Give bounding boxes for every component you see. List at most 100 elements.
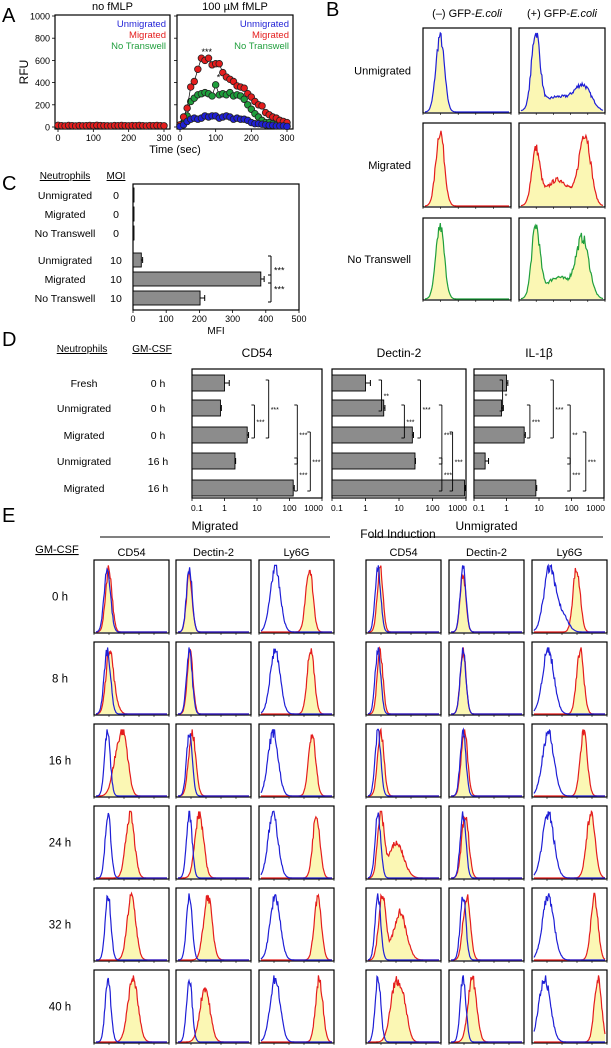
histogram-blue-curve — [533, 893, 605, 961]
y-tick-label: 800 — [35, 34, 50, 44]
x-tick-label: 1000 — [448, 503, 467, 513]
x-axis-label: Time (sec) — [149, 144, 201, 156]
histogram-red-fill — [451, 647, 522, 714]
histogram-blue-curve — [260, 975, 332, 1043]
histogram-blue-curve — [260, 810, 332, 879]
moi-value: 10 — [110, 293, 122, 305]
row-label: 32 h — [49, 920, 71, 932]
significance-label: *** — [201, 47, 212, 57]
histogram-box — [531, 641, 608, 716]
histogram-blue-curve — [96, 977, 167, 1043]
histogram-blue-curve — [260, 564, 332, 633]
significance-label: *** — [455, 460, 463, 467]
histogram-red-fill — [368, 895, 439, 960]
x-tick-label: 100 — [86, 133, 101, 143]
histogram-blue-curve — [367, 974, 439, 1043]
histogram-curve — [520, 223, 604, 300]
histogram-blue-curve — [177, 893, 249, 961]
x-tick-label: 200 — [121, 133, 136, 143]
significance-label: *** — [274, 266, 285, 276]
data-point-no-transwell — [208, 92, 216, 100]
data-point-migrated — [160, 122, 168, 130]
column-header: GM-CSF — [132, 344, 171, 355]
x-axis-label: Fold Induction — [360, 527, 435, 541]
histogram-red-fill — [261, 895, 332, 960]
marker-title: Ly6G — [557, 547, 583, 559]
row-header: GM-CSF — [35, 544, 79, 556]
panel-a-title: 100 µM fMLP — [202, 1, 268, 13]
legend-entry: Migrated — [252, 30, 289, 41]
data-point-migrated — [215, 60, 223, 68]
x-tick-label: 1 — [222, 503, 227, 513]
histogram-blue-curve — [177, 647, 249, 715]
histogram-box — [448, 969, 525, 1044]
gmcsf-time: 16 h — [148, 456, 169, 468]
bar — [132, 290, 201, 306]
panel-d-title: IL-1β — [525, 346, 553, 360]
significance-label: *** — [312, 460, 320, 467]
bar — [191, 426, 248, 444]
bar — [331, 374, 366, 392]
group-title: Migrated — [192, 519, 239, 533]
x-tick-label: 0 — [177, 133, 182, 143]
row-label: Migrated — [45, 274, 86, 286]
x-tick-label: 1 — [363, 503, 368, 513]
moi-value: 0 — [113, 190, 119, 202]
x-tick-label: 10 — [394, 503, 404, 513]
histogram-red-fill — [534, 975, 605, 1042]
histogram-box — [258, 723, 335, 798]
x-tick-label: 100 — [208, 133, 223, 143]
group-title: Unmigrated — [455, 519, 517, 533]
histogram-red-fill — [368, 811, 439, 878]
data-point-no-transwell — [240, 95, 248, 103]
significance-label: * — [217, 72, 221, 82]
histogram-blue-curve — [367, 893, 439, 961]
histogram-fill — [521, 135, 603, 206]
column-header-species: E.coli — [475, 8, 502, 20]
x-tick-label: 0.1 — [331, 503, 343, 513]
gmcsf-time: 16 h — [148, 483, 169, 495]
panel-label-a: A — [2, 5, 16, 27]
histogram-fill — [521, 224, 603, 299]
histogram-blue-curve — [451, 975, 522, 1043]
histogram-blue-curve — [451, 811, 522, 879]
x-tick-label: 200 — [192, 314, 207, 324]
histogram-fill — [425, 33, 509, 112]
significance-label: *** — [555, 407, 563, 414]
panel-label-d: D — [2, 329, 16, 351]
y-tick-label: 200 — [35, 100, 50, 110]
histogram-blue-curve — [95, 647, 167, 715]
significance-label: *** — [444, 433, 452, 440]
panel-d-title: Dectin-2 — [377, 346, 422, 360]
significance-label: ** — [572, 433, 578, 440]
x-tick-label: 200 — [244, 133, 259, 143]
histogram-blue-curve — [533, 811, 605, 879]
gmcsf-time: 0 h — [151, 378, 166, 390]
row-label: Unmigrated — [38, 190, 92, 202]
x-tick-label: 300 — [225, 314, 240, 324]
x-tick-label: 300 — [279, 133, 294, 143]
histogram-box — [258, 559, 335, 634]
histogram-blue-curve — [451, 647, 522, 715]
histogram-red-fill — [96, 975, 167, 1042]
histogram-blue-curve — [260, 648, 332, 715]
column-header: (–) GFP-E.coli — [432, 8, 502, 20]
moi-value: 0 — [113, 209, 119, 221]
column-header: Neutrophils — [57, 344, 108, 355]
histogram-blue-curve — [96, 729, 167, 797]
panel-label-c: C — [2, 173, 16, 195]
histogram-blue-curve — [367, 812, 439, 879]
bar — [473, 479, 537, 497]
bar — [473, 399, 502, 417]
x-tick-label: 300 — [156, 133, 171, 143]
x-tick-label: 0.1 — [473, 503, 485, 513]
bar — [132, 225, 135, 241]
data-point-unmigrated — [283, 122, 291, 131]
column-header: Neutrophils — [40, 171, 91, 182]
row-label: Unmigrated — [57, 456, 111, 468]
bar — [132, 252, 142, 268]
row-label: Migrated — [64, 483, 105, 495]
x-tick-label: 0 — [130, 314, 135, 324]
legend-entry: No Transwell — [234, 41, 289, 52]
histogram-curve — [424, 223, 509, 300]
